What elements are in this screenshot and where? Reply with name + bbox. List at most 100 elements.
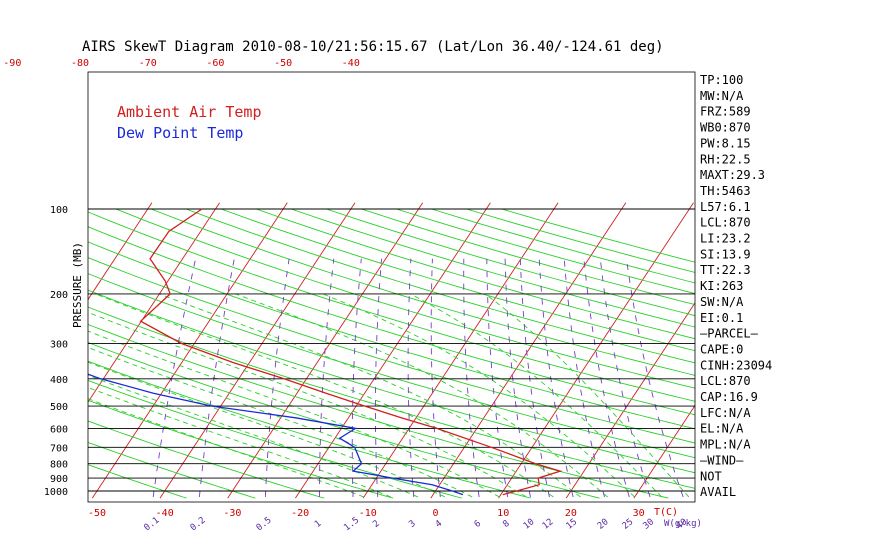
stat-item: SW:N/A [700, 295, 744, 309]
dry-adiabat-line [88, 324, 669, 499]
mixing-ratio-tick-label: 2 [371, 519, 381, 530]
stat-item: SI:13.9 [700, 247, 751, 261]
mixing-ratio-line [538, 258, 574, 498]
moist-adiabat-line [88, 311, 527, 498]
moist-adiabat-line [88, 374, 419, 498]
pressure-tick-labels: 100 200 300 400 500 600 700 800 900 1000 [44, 205, 68, 498]
mixing-ratio-tick-label: 8 [501, 519, 511, 530]
legend: Ambient Air Temp Dew Point Temp [117, 103, 262, 142]
isotherm-line [0, 203, 17, 498]
stat-item: TT:22.3 [700, 263, 751, 277]
isobar-lines [88, 208, 695, 492]
dry-adiabat-line [396, 208, 695, 295]
dry-adiabat-line [88, 211, 695, 402]
dry-adiabat-line [150, 208, 695, 376]
mixing-ratio-line [519, 258, 550, 498]
stat-item: WB0:870 [700, 121, 751, 135]
pressure-tick-label: 400 [50, 375, 68, 386]
mixing-ratio-tick-label: 6 [473, 519, 483, 530]
mixing-ratio-tick-label: 3 [407, 519, 417, 530]
stat-item: MW:N/A [700, 89, 744, 103]
legend-air-temp: Ambient Air Temp [117, 103, 262, 121]
moist-adiabat-line [88, 398, 365, 498]
isotherm-line [837, 203, 870, 498]
dry-adiabat-line [221, 208, 695, 352]
stat-item: CAPE:0 [700, 342, 743, 356]
plot-frame [87, 71, 696, 503]
ambient-temp-profile [139, 208, 563, 496]
isotherm-line [769, 203, 870, 498]
mixing-ratio-tick-label: 4 [434, 519, 444, 530]
bottom-temp-tick-label: -20 [291, 508, 309, 519]
stat-item: LCL:870 [700, 374, 751, 388]
top-temp-tick-label: -80 [71, 58, 89, 69]
stat-item: KI:263 [700, 279, 743, 293]
moist-adiabat-line [88, 386, 392, 498]
pressure-tick-label: 1000 [44, 487, 68, 498]
stat-item: PW:8.15 [700, 136, 751, 150]
mixing-ratio-line [599, 258, 651, 498]
pressure-tick-label: 900 [50, 474, 68, 485]
dry-adiabat-line [88, 226, 695, 416]
stat-item: EL:N/A [700, 422, 744, 436]
bottom-temp-tick-label: -30 [223, 508, 241, 519]
stat-item: —WIND— [700, 453, 744, 467]
mixing-ratio-tick-label: 20 [596, 517, 611, 532]
mixing-ratio-tick-label: 30 [641, 517, 656, 532]
top-temp-tick-labels: -120-110-100-90-80-70-60-50-40 [3, 58, 360, 69]
y-axis-label: PRESSURE (MB) [71, 242, 84, 328]
pressure-tick-label: 700 [50, 443, 68, 454]
moist-adiabat-line [235, 293, 608, 498]
pressure-tick-label: 100 [50, 205, 68, 216]
bottom-temp-tick-label: -10 [359, 508, 377, 519]
stat-item: MAXT:29.3 [700, 168, 765, 182]
top-temp-tick-label: -90 [3, 58, 21, 69]
stat-item: CINH:23094 [700, 358, 772, 372]
moist-adiabat-line [322, 293, 635, 498]
bottom-temp-tick-label: 0 [432, 508, 438, 519]
bottom-temp-tick-labels: -50 -40 -30 -20 -10 0 10 20 30 [88, 508, 645, 519]
stat-item: LCL:870 [700, 216, 751, 230]
stat-item: LFC:N/A [700, 406, 751, 420]
stat-item: CAP:16.9 [700, 390, 758, 404]
dry-adiabat-line [115, 208, 695, 389]
mixing-ratio-tick-label: 0.5 [255, 515, 274, 533]
dry-adiabat-line [291, 208, 695, 328]
bottom-temp-tick-label: 20 [565, 508, 577, 519]
top-temp-tick-label: -40 [342, 58, 360, 69]
dry-adiabat-line [88, 441, 256, 499]
pressure-tick-label: 600 [50, 424, 68, 435]
isotherm-line [88, 202, 153, 301]
stat-item: NOT [700, 469, 722, 483]
moist-adiabat-line [88, 347, 473, 498]
stat-item: TH:5463 [700, 184, 751, 198]
dew-point-profile [88, 373, 464, 496]
stat-item: L57:6.1 [700, 200, 751, 214]
dry-adiabat-line [361, 208, 695, 306]
profiles [88, 208, 563, 496]
mixing-ratio-line [463, 258, 480, 498]
temp-unit-label: T(C) [654, 507, 678, 518]
stat-item: MPL:N/A [700, 438, 751, 452]
dry-adiabat-line [185, 208, 695, 364]
top-temp-tick-label: -50 [274, 58, 292, 69]
dry-adiabat-line [256, 208, 695, 340]
moist-adiabat-line [88, 330, 500, 498]
isotherm-line [159, 202, 356, 499]
mixing-ratio-tick-label: 25 [621, 517, 636, 532]
mixing-ratio-tick-label: 12 [541, 517, 556, 532]
dry-adiabat-line [88, 241, 695, 430]
stat-item: TP:100 [700, 73, 743, 87]
moist-adiabat-line [409, 293, 663, 498]
isotherm-line [633, 404, 695, 499]
isotherm-line [362, 202, 559, 499]
isotherm-line [88, 202, 220, 403]
pressure-tick-label: 200 [50, 290, 68, 301]
stat-item: FRZ:589 [700, 105, 751, 119]
stat-item: —PARCEL— [700, 327, 759, 341]
pressure-tick-label: 500 [50, 402, 68, 413]
mixing-ratio-tick-label: 10 [522, 517, 537, 532]
top-temp-tick-label: -70 [139, 58, 157, 69]
